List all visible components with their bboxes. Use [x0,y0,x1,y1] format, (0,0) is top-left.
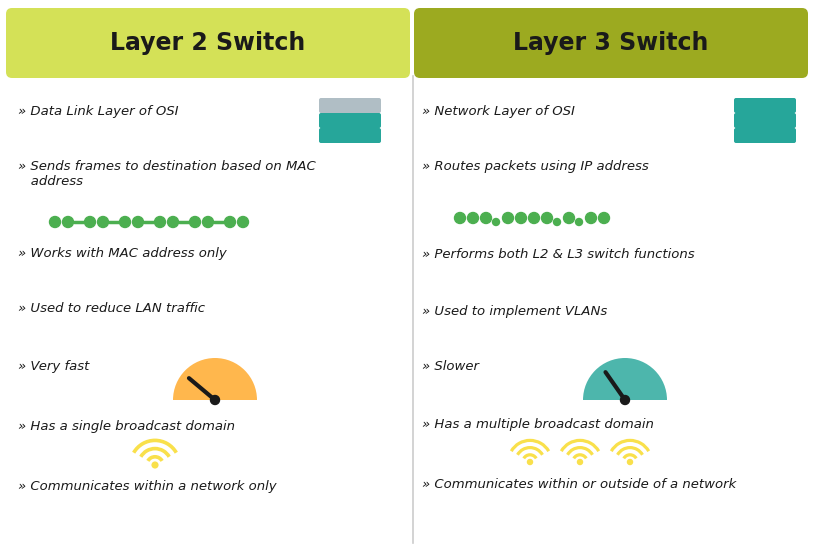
Circle shape [189,217,201,228]
FancyBboxPatch shape [734,113,796,128]
Circle shape [98,217,108,228]
Circle shape [224,217,236,228]
Text: » Works with MAC address only: » Works with MAC address only [18,247,227,260]
Circle shape [576,218,582,225]
Circle shape [598,212,610,224]
Text: » Network Layer of OSI: » Network Layer of OSI [422,105,575,118]
Text: » Used to reduce LAN traffic: » Used to reduce LAN traffic [18,302,205,315]
FancyBboxPatch shape [319,128,381,143]
Circle shape [480,212,492,224]
Text: » Slower: » Slower [422,360,479,373]
Circle shape [515,212,527,224]
Text: Layer 3 Switch: Layer 3 Switch [513,31,709,55]
FancyBboxPatch shape [414,8,808,78]
FancyBboxPatch shape [734,128,796,143]
Circle shape [628,459,633,464]
Circle shape [541,212,553,224]
Circle shape [120,217,131,228]
FancyBboxPatch shape [6,8,410,78]
Circle shape [554,218,560,225]
Circle shape [502,212,514,224]
Text: » Sends frames to destination based on MAC
   address: » Sends frames to destination based on M… [18,160,315,188]
Circle shape [50,217,60,228]
Circle shape [528,212,540,224]
Circle shape [154,217,166,228]
FancyBboxPatch shape [319,113,381,128]
Wedge shape [583,358,667,400]
Circle shape [528,459,533,464]
Text: » Communicates within a network only: » Communicates within a network only [18,480,276,493]
Circle shape [493,218,499,225]
Circle shape [563,212,575,224]
Text: » Has a multiple broadcast domain: » Has a multiple broadcast domain [422,418,654,431]
Circle shape [152,462,158,468]
Circle shape [133,217,144,228]
Wedge shape [173,358,257,400]
Circle shape [454,212,466,224]
Circle shape [620,395,629,404]
FancyBboxPatch shape [319,98,381,113]
Circle shape [167,217,179,228]
Text: » Very fast: » Very fast [18,360,89,373]
Circle shape [85,217,95,228]
FancyBboxPatch shape [734,98,796,113]
Text: » Performs both L2 & L3 switch functions: » Performs both L2 & L3 switch functions [422,248,694,261]
Circle shape [577,459,583,464]
Circle shape [211,395,220,404]
Circle shape [63,217,73,228]
Text: » Routes packets using IP address: » Routes packets using IP address [422,160,649,173]
Text: Layer 2 Switch: Layer 2 Switch [111,31,306,55]
Text: » Used to implement VLANs: » Used to implement VLANs [422,305,607,318]
Text: » Has a single broadcast domain: » Has a single broadcast domain [18,420,235,433]
Text: » Data Link Layer of OSI: » Data Link Layer of OSI [18,105,179,118]
Circle shape [585,212,597,224]
Circle shape [237,217,249,228]
Circle shape [202,217,214,228]
Circle shape [467,212,479,224]
Text: » Communicates within or outside of a network: » Communicates within or outside of a ne… [422,478,737,491]
